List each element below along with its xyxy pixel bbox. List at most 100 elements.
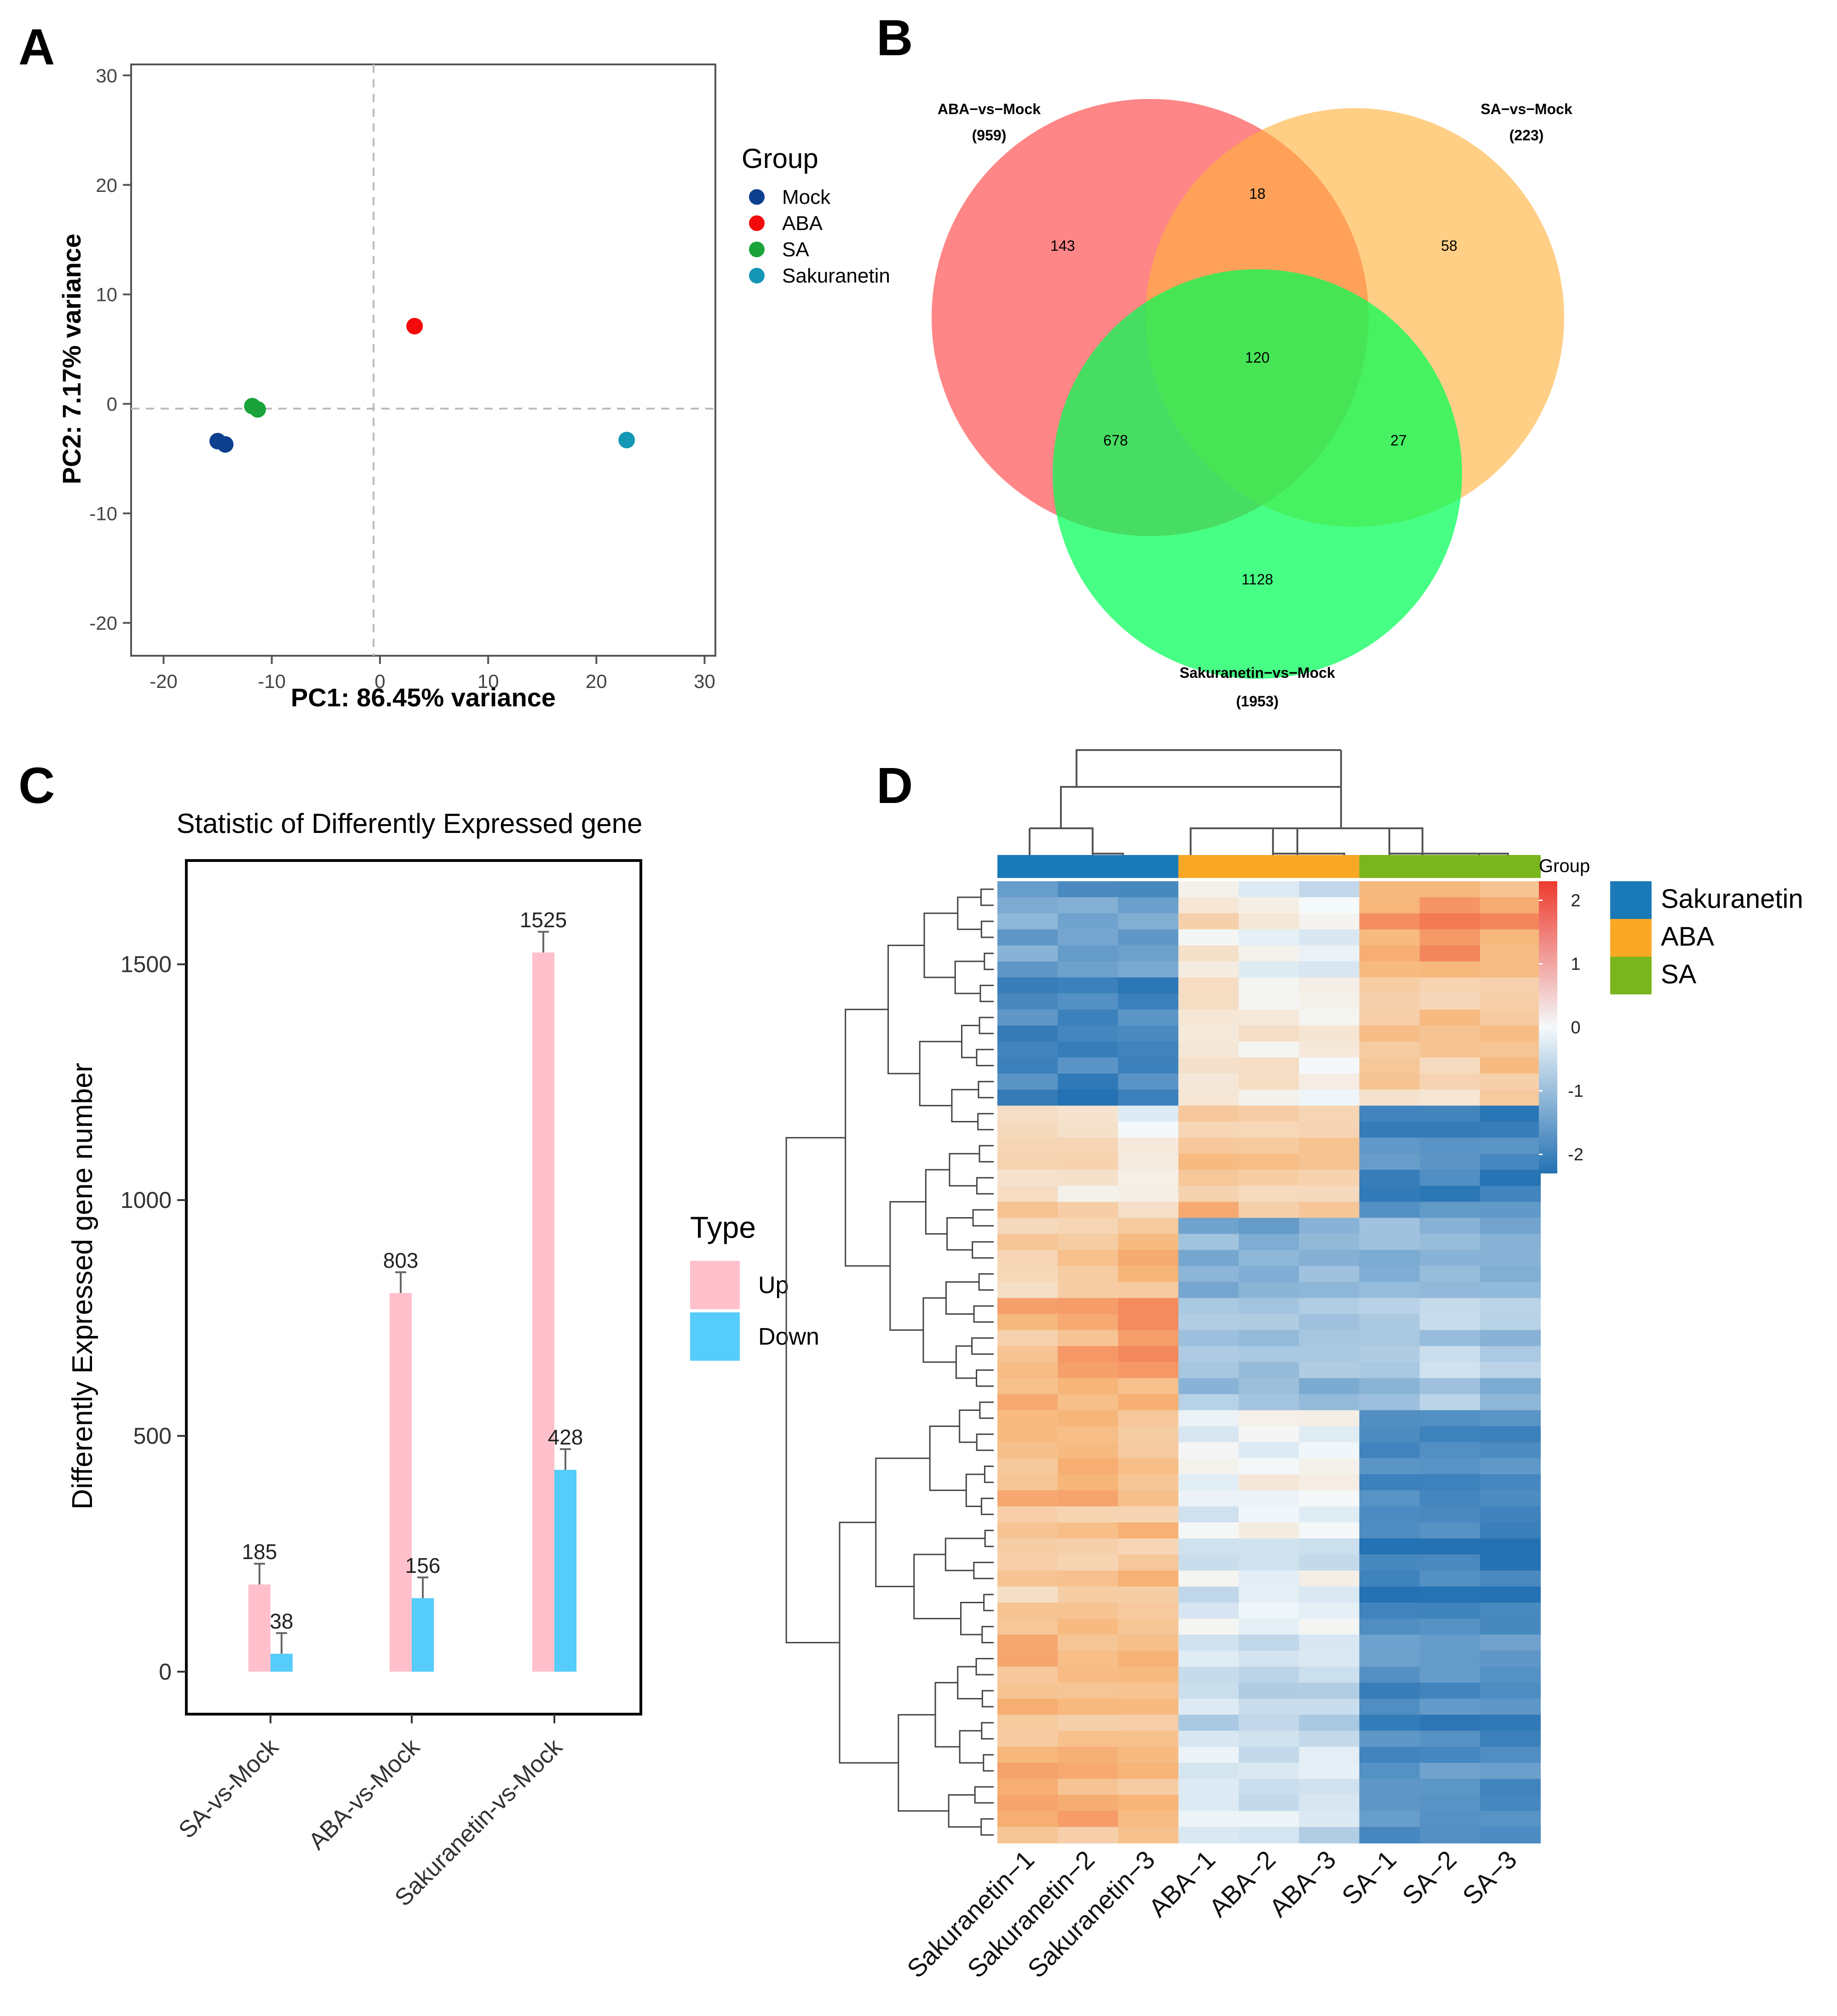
heatmap-cell xyxy=(1480,1170,1541,1186)
heatmap-cell xyxy=(1118,1715,1179,1732)
heatmap-column-label: SA−1 xyxy=(1336,1845,1402,1911)
heatmap-cell xyxy=(1359,1089,1420,1106)
heatmap-cell xyxy=(1480,913,1541,930)
heatmap-cell xyxy=(1178,1314,1239,1331)
row-dendrogram-branch xyxy=(976,1433,994,1451)
heatmap-cell xyxy=(997,1138,1059,1155)
pca-x-tick-label: -20 xyxy=(150,670,178,692)
heatmap-cell xyxy=(997,993,1059,1010)
heatmap-cell xyxy=(1419,1731,1480,1747)
row-dendrogram-branch xyxy=(951,1089,979,1122)
heatmap-cell xyxy=(1178,1218,1239,1235)
heatmap-cell xyxy=(1118,1795,1179,1812)
row-dendrogram-branch xyxy=(957,1666,983,1699)
row-dendrogram-branch xyxy=(977,1113,994,1131)
heatmap-cell xyxy=(1178,1105,1239,1122)
heatmap-cell xyxy=(1118,1586,1179,1603)
heatmap-cell xyxy=(1058,1666,1119,1683)
heatmap-cell xyxy=(997,1105,1059,1122)
heatmap-cell xyxy=(1058,1698,1119,1716)
heatmap-cell xyxy=(1178,1346,1239,1363)
heatmap-cell xyxy=(1058,1089,1119,1106)
heatmap-cell xyxy=(997,1762,1059,1779)
bar-value-label: 803 xyxy=(383,1248,419,1272)
bar-legend-title: Type xyxy=(690,1210,756,1244)
heatmap-cell xyxy=(1178,1635,1239,1651)
heatmap-cell xyxy=(1359,1827,1420,1843)
pca-x-axis: -20 -10 0 10 20 30 xyxy=(150,656,715,692)
group-annotation-cell xyxy=(1299,855,1360,878)
heatmap-cell xyxy=(1058,1346,1119,1363)
heatmap-cell xyxy=(1359,945,1420,962)
color-scale-tick-label: -2 xyxy=(1568,1145,1584,1165)
heatmap-cell xyxy=(1238,1121,1300,1138)
row-dendrogram-branch xyxy=(955,1345,977,1379)
heatmap-cell xyxy=(1299,1474,1360,1491)
heatmap-cell xyxy=(1238,1025,1300,1042)
heatmap-cell xyxy=(1238,1651,1300,1667)
heatmap-cell xyxy=(1359,913,1420,930)
bar-value-label: 156 xyxy=(405,1554,441,1577)
heatmap-cell xyxy=(1058,1474,1119,1491)
heatmap-cell xyxy=(1480,1651,1541,1667)
heatmap-cell xyxy=(1058,1105,1119,1122)
heatmap-cell xyxy=(1058,1025,1119,1042)
heatmap-cell xyxy=(1299,1715,1360,1732)
row-dendrogram-branch xyxy=(973,1305,994,1323)
heatmap-cell xyxy=(1480,1682,1541,1699)
heatmap-cell xyxy=(997,1410,1059,1427)
heatmap-cell xyxy=(1359,1298,1420,1315)
heatmap-cell xyxy=(1238,1394,1300,1411)
heatmap-cell xyxy=(1058,1827,1119,1843)
heatmap-cell xyxy=(1178,1618,1239,1635)
heatmap-cell xyxy=(1178,1378,1239,1395)
heatmap-cell xyxy=(1118,1282,1179,1299)
heatmap-cell xyxy=(1178,1666,1239,1683)
row-dendrogram-branch xyxy=(934,1682,960,1748)
row-dendrogram-branch xyxy=(959,1409,980,1443)
heatmap-cell xyxy=(1238,1170,1300,1186)
heatmap-cell xyxy=(1480,1747,1541,1763)
heatmap-cell xyxy=(1178,1570,1239,1587)
heatmap-cell xyxy=(1058,1570,1119,1587)
heatmap-cell xyxy=(1480,1041,1541,1058)
pca-y-tick-label: -10 xyxy=(89,503,117,525)
heatmap-cell xyxy=(1359,1426,1420,1443)
heatmap-cell xyxy=(1419,1009,1480,1026)
heatmap-cell xyxy=(1178,1362,1239,1379)
heatmap-cell xyxy=(1118,1074,1179,1090)
panel-d-label: D xyxy=(876,757,913,814)
heatmap-cell xyxy=(1480,1330,1541,1347)
pca-legend-swatch-sakuranetin xyxy=(749,268,765,283)
heatmap-cell xyxy=(1118,1170,1179,1186)
heatmap-cell xyxy=(1419,1586,1480,1603)
heatmap-cell xyxy=(1299,977,1360,994)
row-dendrogram-branch xyxy=(913,1554,961,1619)
panel-a: A -20 -10 0 10 20 30 -20 -10 0 10 20 30 PC1: 86.45… xyxy=(18,19,890,712)
heatmap-cell xyxy=(1299,1522,1360,1539)
heatmap-cell xyxy=(1480,1538,1541,1555)
heatmap-cell xyxy=(1118,1618,1179,1635)
heatmap-cell xyxy=(1480,945,1541,962)
row-dendrogram-branch xyxy=(980,920,994,938)
heatmap-cell xyxy=(1419,1105,1480,1122)
heatmap-cell xyxy=(1058,1651,1119,1667)
heatmap-cell xyxy=(997,1154,1059,1170)
heatmap-cell xyxy=(1299,1138,1360,1155)
bar-legend-label-up: Up xyxy=(758,1272,789,1299)
heatmap-cell xyxy=(1118,881,1179,898)
heatmap-cell xyxy=(1299,1362,1360,1379)
heatmap-cell xyxy=(1058,993,1119,1010)
heatmap-cell xyxy=(997,1025,1059,1042)
heatmap-cell xyxy=(1359,1218,1420,1235)
heatmap-cell xyxy=(1299,1490,1360,1507)
heatmap-cell xyxy=(1299,1025,1360,1042)
heatmap-cell xyxy=(1419,1362,1480,1379)
heatmap-cell xyxy=(1178,1282,1239,1299)
heatmap-cell xyxy=(1238,977,1300,994)
heatmap-cell xyxy=(1480,1426,1541,1443)
heatmap-cell xyxy=(1178,1458,1239,1475)
heatmap-cell xyxy=(1419,1795,1480,1812)
heatmap-cell xyxy=(1238,913,1300,930)
heatmap-cell xyxy=(1299,1506,1360,1523)
